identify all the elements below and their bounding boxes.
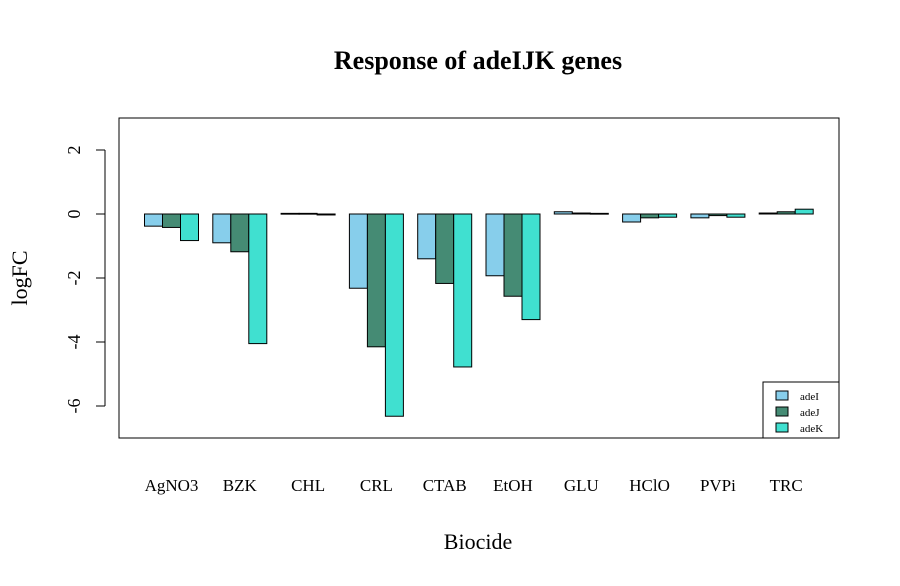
bar (485, 213, 505, 277)
bar (316, 213, 336, 216)
legend-label: adeJ (800, 407, 820, 419)
x-tick-label: PVPi (700, 476, 736, 495)
bar (622, 213, 642, 223)
bar (366, 213, 386, 348)
y-tick-label: 0 (64, 210, 84, 219)
x-tick-label: TRC (770, 476, 803, 495)
bar (708, 213, 728, 217)
plot-area (144, 208, 814, 417)
x-tick-label: AgNO3 (145, 476, 199, 495)
x-axis-labels: AgNO3 BZK CHL CRL CTAB EtOH GLU HClO PVPi TRC (145, 476, 803, 495)
bar (417, 213, 437, 260)
y-tick-label: -6 (64, 399, 84, 414)
bar (435, 213, 455, 284)
bar (348, 213, 368, 289)
bar (298, 212, 318, 215)
y-axis: 2 0 -2 -4 -6 (64, 146, 106, 414)
bar (453, 213, 473, 368)
bar (230, 213, 250, 253)
bar (658, 213, 678, 218)
legend-label: adeI (800, 391, 819, 403)
bar (144, 213, 163, 227)
bar (794, 208, 814, 215)
bar (384, 213, 404, 417)
legend-swatch (775, 422, 789, 433)
y-tick-label: -2 (64, 271, 84, 286)
bar (503, 213, 523, 297)
bar (212, 213, 232, 244)
x-tick-label: GLU (564, 476, 599, 495)
x-tick-label: HClO (629, 476, 670, 495)
bar (640, 213, 660, 219)
x-tick-label: CHL (291, 476, 325, 495)
bar (248, 213, 268, 345)
x-tick-label: BZK (223, 476, 258, 495)
bar (690, 213, 710, 219)
legend-swatch (775, 390, 789, 401)
x-tick-label: CRL (360, 476, 393, 495)
bar (280, 212, 300, 215)
bar (162, 213, 181, 228)
x-tick-label: CTAB (423, 476, 467, 495)
legend-label: adeK (800, 423, 823, 435)
bar (571, 212, 591, 215)
plot-frame (118, 117, 840, 439)
y-tick-label: 2 (64, 146, 84, 155)
x-axis-label: Biocide (444, 529, 512, 554)
bar (776, 211, 796, 215)
bar (521, 213, 541, 321)
y-tick-label: -4 (64, 335, 84, 350)
chart-title: Response of adeIJK genes (334, 46, 622, 75)
bar (758, 212, 778, 215)
y-axis-label: logFC (7, 250, 32, 305)
bar (180, 213, 199, 242)
legend: adeI adeJ adeK (762, 381, 840, 439)
bar (726, 213, 746, 218)
bar (553, 211, 573, 215)
x-tick-label: EtOH (493, 476, 533, 495)
legend-swatch (775, 406, 789, 417)
bar (589, 212, 609, 215)
